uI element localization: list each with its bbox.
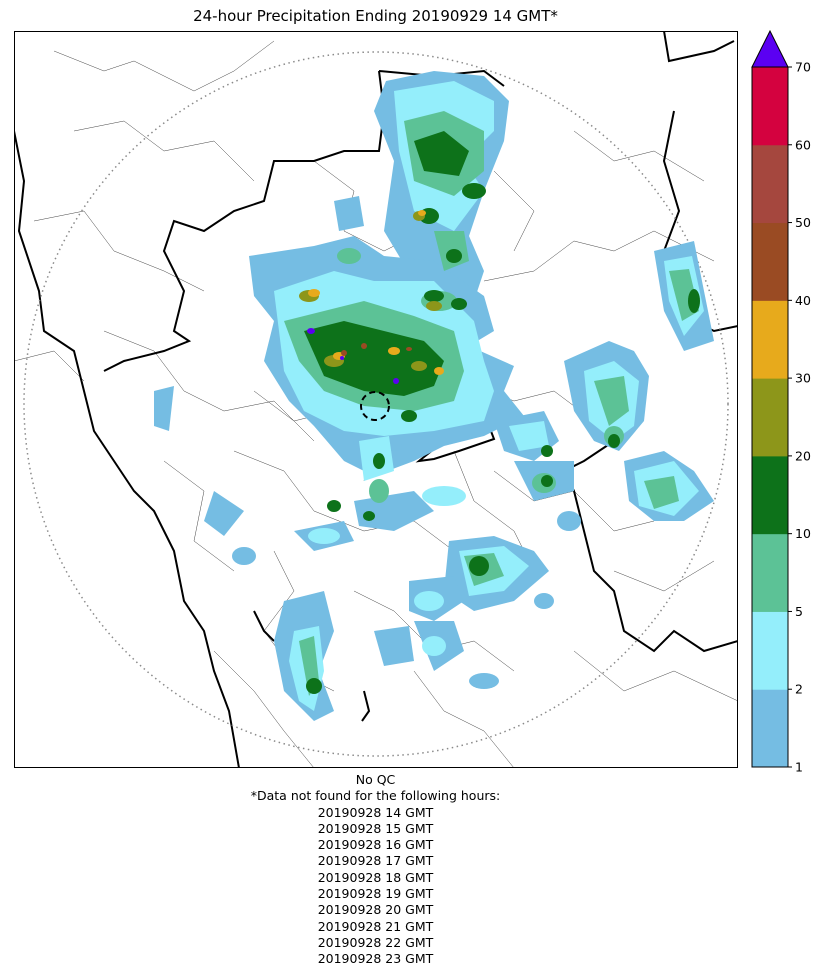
missing-hour: 20190928 23 GMT: [317, 951, 434, 967]
colorbar-segment: [752, 378, 788, 457]
colorbar-tick-label: 10: [795, 526, 811, 541]
colorbar-segment: [752, 689, 788, 768]
colorbar-segment: [752, 67, 788, 146]
missing-hour: 20190928 16 GMT: [317, 837, 434, 853]
missing-hour: 20190928 14 GMT: [317, 804, 434, 820]
colorbar-tick-label: 5: [795, 604, 803, 619]
missing-hour: 20190928 18 GMT: [317, 869, 434, 885]
missing-hour: 20190928 15 GMT: [317, 820, 434, 836]
colorbar-segment: [752, 300, 788, 379]
missing-hour: 20190928 19 GMT: [317, 886, 434, 902]
missing-data-note: *Data not found for the following hours:: [250, 788, 501, 804]
colorbar-segment: [752, 222, 788, 301]
colorbar-segment: [752, 611, 788, 690]
precipitation-colorbar: 1 2 5 10 20 30 40 50 60 70: [751, 29, 811, 775]
missing-hour: 20190928 21 GMT: [317, 918, 434, 934]
radar-range-ring: [23, 51, 729, 757]
precip-10-20: [304, 131, 700, 694]
precip-70-plus: [307, 328, 399, 384]
missing-hour: 20190928 22 GMT: [317, 934, 434, 950]
colorbar-tick-label: 30: [795, 371, 811, 386]
colorbar-segment: [752, 144, 788, 224]
colorbar-extend-arrow: [751, 29, 789, 68]
colorbar-segment: [752, 533, 788, 612]
precip-40-50: [341, 343, 412, 356]
colorbar-tick-label: 1: [795, 760, 803, 775]
colorbar-frame: [751, 66, 789, 768]
map-title: 24-hour Precipitation Ending 20190929 14…: [193, 7, 558, 25]
colorbar-tick-label: 60: [795, 137, 811, 152]
colorbar-segment: [752, 455, 788, 535]
colorbar-tick-label: 70: [795, 60, 811, 75]
missing-hour: 20190928 20 GMT: [317, 902, 434, 918]
missing-hour: 20190928 17 GMT: [317, 853, 434, 869]
qc-note: No QC: [355, 772, 396, 787]
colorbar-tick-label: 40: [795, 293, 811, 308]
colorbar-tick-label: 50: [795, 215, 811, 230]
precipitation-map: [14, 31, 738, 768]
colorbar-tick-label: 20: [795, 448, 811, 463]
precip-30-40: [308, 210, 444, 375]
footer-notes: No QC *Data not found for the following …: [14, 772, 737, 968]
colorbar-tick-label: 2: [795, 682, 803, 697]
radar-site-ring: [360, 391, 390, 421]
